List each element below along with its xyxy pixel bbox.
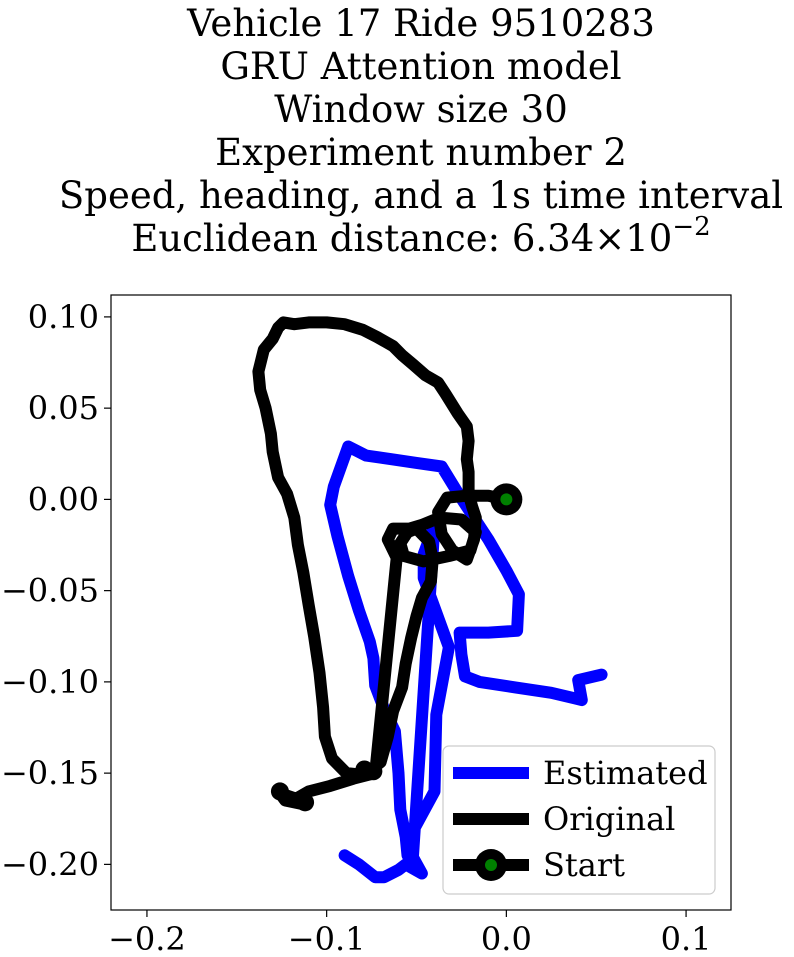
legend-label-start: Start <box>543 846 625 884</box>
title-distance-exponent: −2 <box>672 212 710 242</box>
legend-start-marker-inner <box>485 859 497 871</box>
plot-frame <box>110 294 732 911</box>
title-line-2: GRU Attention model <box>220 45 621 88</box>
x-tick-label: 0.0 <box>481 920 532 957</box>
x-axis: −0.2 −0.1 0.0 0.1 <box>108 910 712 957</box>
title-distance-mantissa: Euclidean distance: 6.34×10 <box>131 217 672 260</box>
series-original-marker <box>296 793 315 812</box>
y-tick-label: −0.15 <box>1 754 99 792</box>
series-original-marker <box>270 782 289 801</box>
series-original-marker <box>364 762 383 781</box>
title-line-1: Vehicle 17 Ride 9510283 <box>186 2 655 45</box>
title-line-4: Experiment number 2 <box>215 131 627 174</box>
legend: Estimated Original Start <box>442 745 716 895</box>
legend-label-original: Original <box>543 800 675 838</box>
x-tick-label: 0.1 <box>661 920 712 957</box>
y-axis: 0.10 0.05 0.00 −0.05 −0.10 −0.15 −0.20 <box>1 298 111 883</box>
title-line-5: Speed, heading, and a 1s time interval <box>59 174 783 217</box>
title-line-3: Window size 30 <box>274 88 568 131</box>
x-tick-label: −0.1 <box>288 920 366 957</box>
plot-area <box>110 294 732 911</box>
y-tick-label: 0.10 <box>28 298 99 336</box>
start-point-inner <box>500 493 513 506</box>
y-tick-label: 0.00 <box>28 480 99 518</box>
legend-box <box>442 745 716 895</box>
legend-label-estimated: Estimated <box>543 754 708 792</box>
series-layer <box>252 316 608 884</box>
y-tick-label: 0.05 <box>28 389 99 427</box>
y-tick-label: −0.05 <box>1 572 99 610</box>
series-original-line <box>252 316 513 811</box>
y-tick-label: −0.10 <box>1 663 99 701</box>
x-tick-label: −0.2 <box>108 920 186 957</box>
y-tick-label: −0.20 <box>1 845 99 883</box>
title-line-distance: Euclidean distance: 6.34×10−2 <box>131 212 710 260</box>
